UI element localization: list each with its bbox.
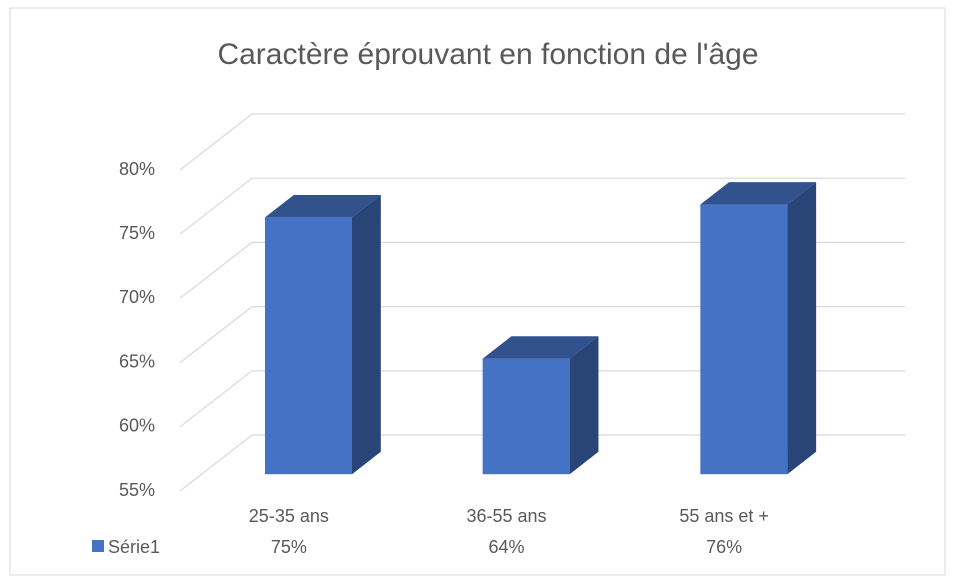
y-tick-label: 80% — [119, 159, 155, 179]
grid-line — [179, 241, 253, 299]
x-tick-label: 55 ans et + — [679, 506, 769, 526]
bar-side — [352, 195, 381, 475]
x-tick-label: 25-35 ans — [249, 506, 329, 526]
grid-line — [179, 370, 253, 428]
grid-line — [179, 177, 253, 235]
legend-swatch — [92, 540, 104, 552]
y-tick-label: 70% — [119, 287, 155, 307]
legend-label: Série1 — [108, 537, 160, 557]
bar — [265, 217, 352, 475]
grid-line — [179, 113, 253, 171]
data-table-value: 64% — [488, 537, 524, 557]
bar-side — [787, 182, 817, 475]
grid-line — [179, 434, 253, 492]
bar-top — [482, 336, 599, 359]
bar-top — [700, 182, 817, 205]
x-tick-label: 36-55 ans — [466, 506, 546, 526]
bar — [482, 358, 570, 475]
data-table-value: 76% — [706, 537, 742, 557]
y-tick-label: 60% — [119, 416, 155, 436]
y-tick-label: 65% — [119, 351, 155, 371]
bar-side — [569, 336, 599, 475]
bar-top — [265, 195, 381, 218]
chart-title: Caractère éprouvant en fonction de l'âge — [217, 38, 758, 71]
bar — [700, 204, 788, 475]
data-table-value: 75% — [271, 537, 307, 557]
grid-line — [179, 306, 253, 364]
y-tick-label: 55% — [119, 480, 155, 500]
y-tick-label: 75% — [119, 223, 155, 243]
